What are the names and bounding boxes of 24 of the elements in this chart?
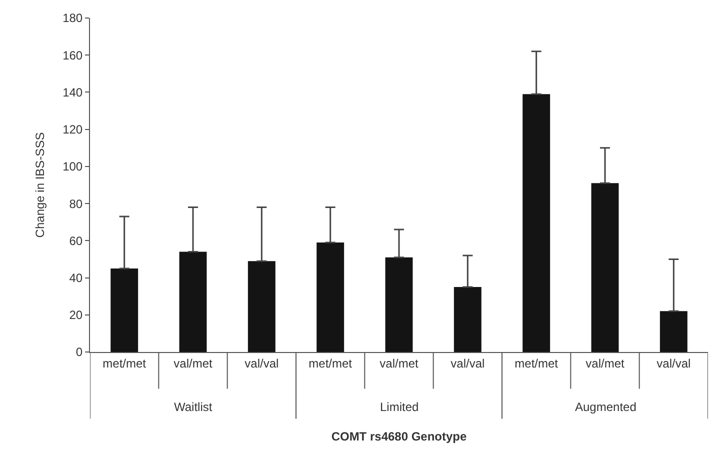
y-tick-label: 160 <box>62 48 83 62</box>
y-tick-label: 40 <box>69 270 83 285</box>
y-tick-label: 80 <box>69 196 83 211</box>
x-tick-label: met/met <box>514 356 559 370</box>
x-tick-label: val/met <box>174 356 213 370</box>
y-tick-label: 120 <box>62 122 83 137</box>
y-tick-label: 20 <box>69 308 83 322</box>
y-axis-title: Change in IBS-SSS <box>32 132 47 238</box>
x-tick-label: val/val <box>450 356 485 370</box>
text: Limited <box>380 400 419 414</box>
y-tick-label: 180 <box>62 11 83 26</box>
x-axis-title: COMT rs4680 Genotype <box>331 429 468 444</box>
text: Augmented <box>575 400 636 414</box>
y-tick-label: 60 <box>69 234 83 248</box>
x-tick-label: val/val <box>244 356 279 370</box>
x-tick-label: met/met <box>102 356 147 370</box>
x-tick-label: val/val <box>656 356 691 370</box>
y-tick-label: 140 <box>62 85 83 100</box>
x-tick-label: met/met <box>308 356 353 370</box>
x-tick-label: val/met <box>586 356 625 370</box>
y-tick-label: 0 <box>76 345 83 360</box>
y-tick-label: 100 <box>62 160 83 174</box>
x-tick-label: val/met <box>380 356 419 370</box>
text: Waitlist <box>174 400 213 414</box>
